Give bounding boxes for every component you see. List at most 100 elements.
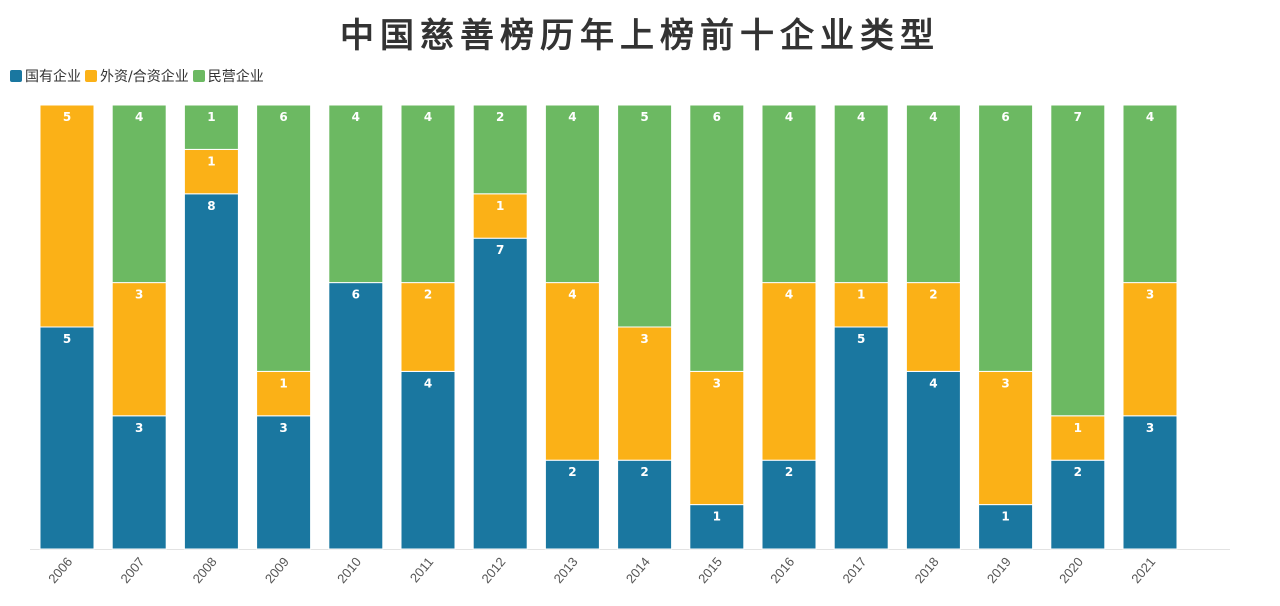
- bar-segment-2009-s0[interactable]: [256, 415, 312, 550]
- legend-swatch-foreign-joint: [85, 70, 97, 82]
- bar-segment-2008-s2[interactable]: [183, 104, 239, 150]
- x-tick-label-2017: 2017: [839, 554, 869, 586]
- bar-segment-2013-s0[interactable]: [544, 459, 600, 550]
- x-tick-label-2018: 2018: [912, 554, 942, 586]
- data-label-2020-s0: 2: [1074, 465, 1082, 479]
- x-tick-label-2006: 2006: [45, 554, 75, 586]
- x-tick-label-2016: 2016: [767, 554, 797, 586]
- x-tick-label-2012: 2012: [478, 554, 508, 586]
- data-label-2021-s0: 3: [1146, 421, 1154, 435]
- bar-segment-2014-s2[interactable]: [617, 104, 673, 328]
- bar-segment-2016-s1[interactable]: [761, 282, 817, 461]
- bar-segment-2020-s1[interactable]: [1050, 415, 1106, 461]
- bar-segment-2009-s1[interactable]: [256, 370, 312, 417]
- data-label-2017-s0: 5: [857, 332, 865, 346]
- bar-segment-2021-s2[interactable]: [1122, 104, 1178, 284]
- bar-segment-2009-s2[interactable]: [256, 104, 312, 372]
- data-label-2007-s1: 3: [135, 288, 143, 302]
- bar-segment-2017-s2[interactable]: [833, 104, 889, 284]
- bar-segment-2020-s0[interactable]: [1050, 459, 1106, 550]
- bar-segment-2017-s1[interactable]: [833, 282, 889, 328]
- bar-segment-2016-s2[interactable]: [761, 104, 817, 284]
- data-label-2011-s1: 2: [424, 288, 432, 302]
- bar-segment-2015-s0[interactable]: [689, 504, 745, 550]
- data-label-2015-s1: 3: [713, 376, 721, 390]
- data-label-2009-s2: 6: [279, 110, 287, 124]
- bar-segment-2021-s0[interactable]: [1122, 415, 1178, 550]
- data-label-2016-s1: 4: [785, 288, 793, 302]
- bar-segment-2011-s1[interactable]: [400, 282, 456, 372]
- data-label-2006-s1: 5: [63, 110, 71, 124]
- bar-segment-2012-s1[interactable]: [472, 193, 528, 239]
- data-label-2015-s2: 6: [713, 110, 721, 124]
- bar-segment-2015-s1[interactable]: [689, 370, 745, 506]
- data-label-2021-s2: 4: [1146, 110, 1154, 124]
- bar-segment-2010-s0[interactable]: [328, 282, 384, 550]
- bar-segment-2011-s0[interactable]: [400, 370, 456, 550]
- bar-segment-2006-s0[interactable]: [39, 326, 95, 550]
- bar-segment-2015-s2[interactable]: [689, 104, 745, 372]
- data-label-2019-s2: 6: [1001, 110, 1009, 124]
- x-tick-label-2011: 2011: [407, 554, 436, 585]
- bar-segment-2014-s1[interactable]: [617, 326, 673, 461]
- data-label-2012-s2: 2: [496, 110, 504, 124]
- legend-item-private[interactable]: 民营企业: [192, 66, 264, 86]
- data-label-2014-s1: 3: [640, 332, 648, 346]
- bar-segment-2011-s2[interactable]: [400, 104, 456, 284]
- data-label-2011-s2: 4: [424, 110, 432, 124]
- data-label-2009-s1: 1: [279, 376, 287, 390]
- bar-segment-2018-s2[interactable]: [905, 104, 961, 284]
- x-tick-label-2013: 2013: [551, 554, 581, 586]
- data-label-2010-s2: 4: [352, 110, 360, 124]
- bar-segment-2012-s2[interactable]: [472, 104, 528, 195]
- bar-segment-2007-s1[interactable]: [111, 282, 167, 417]
- data-label-2008-s0: 8: [207, 199, 215, 213]
- data-label-2013-s0: 2: [568, 465, 576, 479]
- bar-segment-2010-s2[interactable]: [328, 104, 384, 284]
- data-label-2009-s0: 3: [279, 421, 287, 435]
- bar-segment-2016-s0[interactable]: [761, 459, 817, 550]
- x-tick-label-2020: 2020: [1056, 554, 1086, 586]
- x-tick-label-2015: 2015: [695, 554, 725, 586]
- data-label-2012-s1: 1: [496, 199, 504, 213]
- data-label-2008-s1: 1: [207, 154, 215, 168]
- data-label-2021-s1: 3: [1146, 288, 1154, 302]
- x-tick-label-2021: 2021: [1128, 554, 1158, 586]
- data-label-2016-s0: 2: [785, 465, 793, 479]
- bar-segment-2018-s0[interactable]: [905, 370, 961, 550]
- data-label-2006-s0: 5: [63, 332, 71, 346]
- data-label-2020-s2: 7: [1074, 110, 1082, 124]
- bar-segment-2006-s1[interactable]: [39, 104, 95, 328]
- data-label-2008-s2: 1: [207, 110, 215, 124]
- data-label-2015-s0: 1: [713, 510, 721, 524]
- bar-segment-2014-s0[interactable]: [617, 459, 673, 550]
- data-label-2012-s0: 7: [496, 243, 504, 257]
- bar-segment-2019-s1[interactable]: [978, 370, 1034, 506]
- bar-segment-2007-s2[interactable]: [111, 104, 167, 284]
- data-label-2017-s1: 1: [857, 288, 865, 302]
- bar-segment-2021-s1[interactable]: [1122, 282, 1178, 417]
- bar-segment-2020-s2[interactable]: [1050, 104, 1106, 417]
- data-label-2007-s2: 4: [135, 110, 143, 124]
- legend-swatch-state-owned: [10, 70, 22, 82]
- bar-segment-2013-s2[interactable]: [544, 104, 600, 284]
- bar-segment-2012-s0[interactable]: [472, 237, 528, 550]
- bar-segment-2018-s1[interactable]: [905, 282, 961, 372]
- legend: 国有企业 外资/合资企业 民营企业: [10, 66, 268, 86]
- legend-item-state-owned[interactable]: 国有企业: [10, 66, 81, 86]
- bar-segment-2008-s0[interactable]: [183, 193, 239, 550]
- legend-label-foreign-joint: 外资/合资企业: [100, 69, 189, 85]
- bar-segment-2008-s1[interactable]: [183, 148, 239, 195]
- data-label-2020-s1: 1: [1074, 421, 1082, 435]
- x-tick-label-2007: 2007: [117, 554, 147, 586]
- data-label-2010-s0: 6: [352, 288, 360, 302]
- data-label-2013-s2: 4: [568, 110, 576, 124]
- bar-segment-2019-s2[interactable]: [978, 104, 1034, 372]
- bar-segment-2019-s0[interactable]: [978, 504, 1034, 550]
- legend-item-foreign-joint[interactable]: 外资/合资企业: [85, 66, 189, 86]
- bar-segment-2013-s1[interactable]: [544, 282, 600, 461]
- x-tick-label-2019: 2019: [984, 554, 1014, 586]
- x-tick-label-2008: 2008: [190, 554, 220, 586]
- bar-segment-2007-s0[interactable]: [111, 415, 167, 550]
- bar-segment-2017-s0[interactable]: [833, 326, 889, 550]
